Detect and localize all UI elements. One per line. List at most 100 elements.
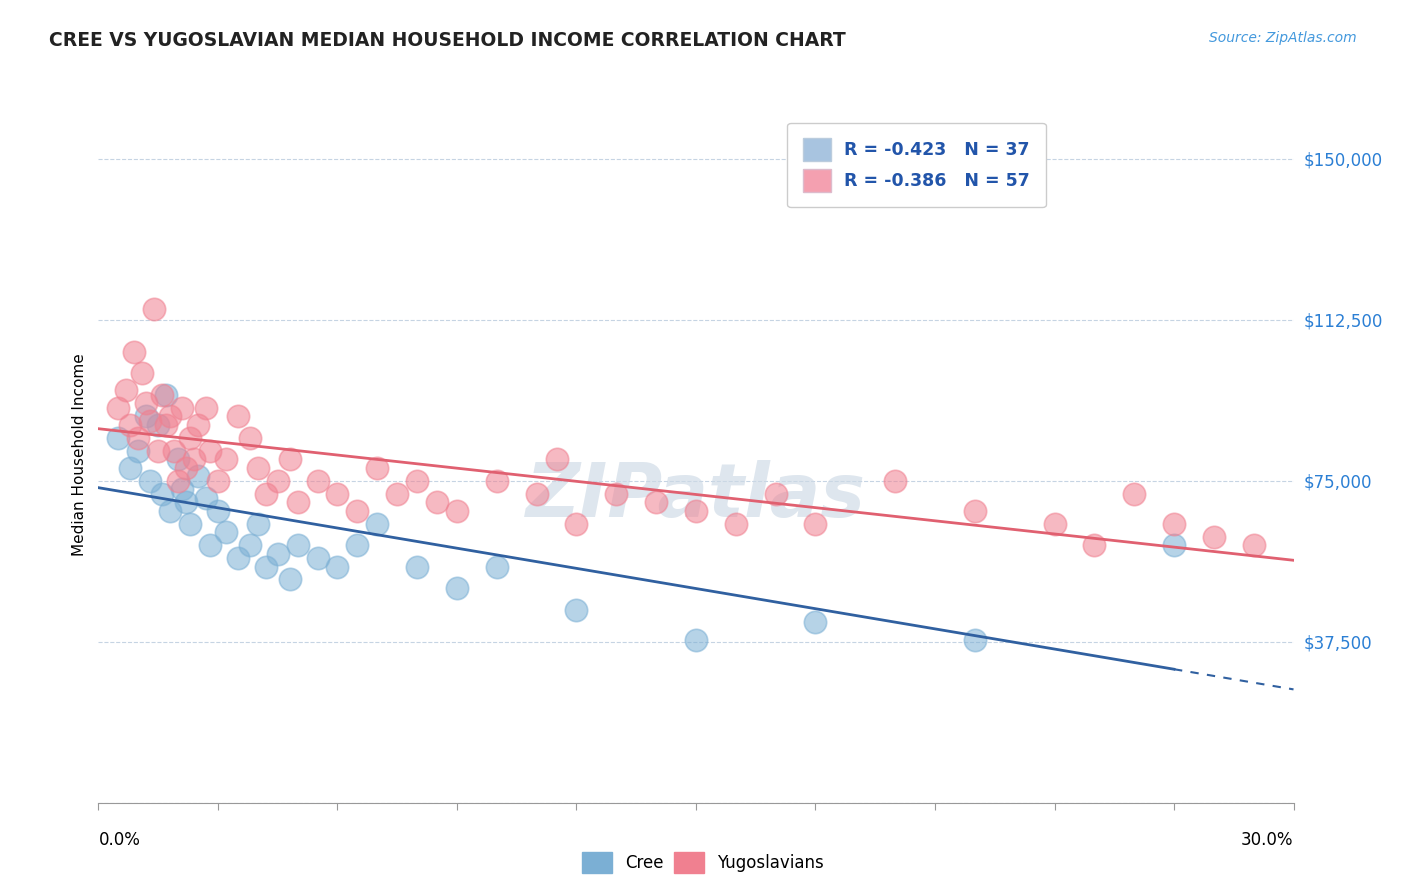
Point xyxy=(565,516,588,531)
Point xyxy=(278,573,301,587)
Point xyxy=(183,452,205,467)
Point xyxy=(167,452,190,467)
Point xyxy=(172,401,194,415)
Point xyxy=(366,460,388,475)
Point xyxy=(120,417,142,432)
Point xyxy=(446,504,468,518)
Point xyxy=(143,301,166,316)
Point xyxy=(150,388,173,402)
Point xyxy=(346,538,368,552)
Point xyxy=(155,388,177,402)
Point xyxy=(155,417,177,432)
Point xyxy=(159,409,181,424)
Point xyxy=(307,474,329,488)
Point xyxy=(127,443,149,458)
Point xyxy=(685,632,707,647)
Point xyxy=(406,559,429,574)
Legend: R = -0.423   N = 37, R = -0.386   N = 57: R = -0.423 N = 37, R = -0.386 N = 57 xyxy=(787,123,1046,207)
Point xyxy=(963,632,986,647)
Point xyxy=(207,504,229,518)
Point xyxy=(804,516,827,531)
Point xyxy=(215,452,238,467)
Text: 0.0%: 0.0% xyxy=(98,830,141,848)
Point xyxy=(226,409,249,424)
Point xyxy=(150,486,173,500)
Point xyxy=(107,401,129,415)
Point xyxy=(278,452,301,467)
Point xyxy=(1163,516,1185,531)
Point xyxy=(167,474,190,488)
Point xyxy=(724,516,747,531)
Point xyxy=(1043,516,1066,531)
Point xyxy=(385,486,409,500)
Point xyxy=(124,344,146,359)
Point xyxy=(565,602,588,616)
Point xyxy=(426,495,449,509)
Point xyxy=(239,431,262,445)
Point xyxy=(246,516,269,531)
Point xyxy=(179,431,201,445)
Point xyxy=(1202,529,1225,543)
Point xyxy=(884,474,907,488)
Legend: Cree, Yugoslavians: Cree, Yugoslavians xyxy=(575,846,831,880)
Point xyxy=(254,559,277,574)
Text: ZIPatlas: ZIPatlas xyxy=(526,460,866,533)
Point xyxy=(1243,538,1265,552)
Point xyxy=(526,486,548,500)
Text: CREE VS YUGOSLAVIAN MEDIAN HOUSEHOLD INCOME CORRELATION CHART: CREE VS YUGOSLAVIAN MEDIAN HOUSEHOLD INC… xyxy=(49,31,846,50)
Point xyxy=(207,474,229,488)
Point xyxy=(254,486,277,500)
Point xyxy=(1083,538,1105,552)
Point xyxy=(187,417,209,432)
Point xyxy=(139,413,162,427)
Point xyxy=(194,491,218,505)
Point xyxy=(267,474,290,488)
Point xyxy=(239,538,262,552)
Point xyxy=(131,367,153,381)
Point xyxy=(326,486,349,500)
Point xyxy=(226,551,249,566)
Point xyxy=(246,460,269,475)
Point xyxy=(215,525,238,540)
Point xyxy=(645,495,668,509)
Point xyxy=(446,581,468,595)
Point xyxy=(963,504,986,518)
Y-axis label: Median Household Income: Median Household Income xyxy=(72,353,87,557)
Point xyxy=(120,460,142,475)
Point xyxy=(326,559,349,574)
Point xyxy=(159,504,181,518)
Point xyxy=(148,443,170,458)
Point xyxy=(546,452,568,467)
Point xyxy=(605,486,627,500)
Point xyxy=(685,504,707,518)
Point xyxy=(366,516,388,531)
Point xyxy=(346,504,368,518)
Point xyxy=(148,417,170,432)
Point xyxy=(107,431,129,445)
Point xyxy=(135,396,157,410)
Point xyxy=(139,474,162,488)
Point xyxy=(194,401,218,415)
Point xyxy=(135,409,157,424)
Point xyxy=(198,443,221,458)
Point xyxy=(172,483,194,497)
Text: 30.0%: 30.0% xyxy=(1241,830,1294,848)
Point xyxy=(179,516,201,531)
Point xyxy=(406,474,429,488)
Point xyxy=(485,559,508,574)
Point xyxy=(115,384,138,398)
Point xyxy=(804,615,827,630)
Point xyxy=(187,469,209,483)
Point xyxy=(174,460,197,475)
Point xyxy=(287,495,309,509)
Point xyxy=(267,547,290,561)
Point xyxy=(765,486,787,500)
Point xyxy=(307,551,329,566)
Point xyxy=(1163,538,1185,552)
Point xyxy=(198,538,221,552)
Text: Source: ZipAtlas.com: Source: ZipAtlas.com xyxy=(1209,31,1357,45)
Point xyxy=(485,474,508,488)
Point xyxy=(163,443,186,458)
Point xyxy=(174,495,197,509)
Point xyxy=(287,538,309,552)
